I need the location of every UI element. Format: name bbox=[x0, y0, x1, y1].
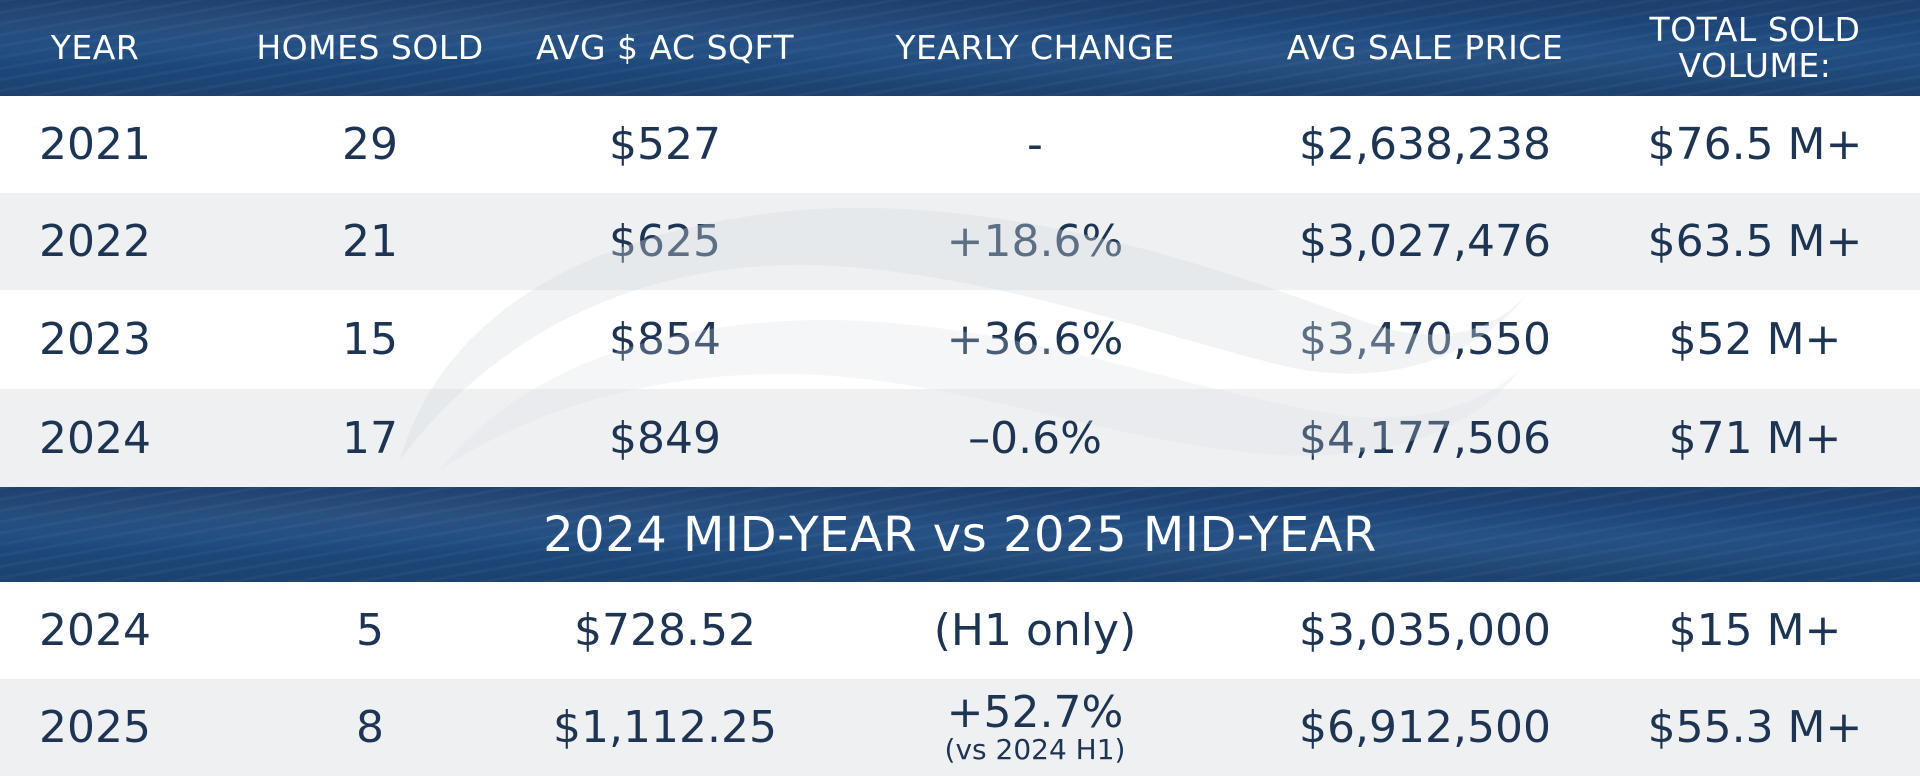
cell-homes-sold: 8 bbox=[356, 702, 384, 753]
cell-avg-sale-price: $3,470,550 bbox=[1299, 314, 1551, 365]
table-row: 2021 29 $527 - $2,638,238 $76.5 M+ bbox=[0, 96, 1920, 193]
cell-yearly-change: –0.6% bbox=[968, 412, 1102, 464]
table-row: 2025 8 $1,112.25 +52.7% (vs 2024 H1) $6,… bbox=[0, 679, 1920, 776]
cell-yearly-change: - bbox=[1027, 119, 1043, 170]
cell-avg-sqft: $849 bbox=[609, 412, 721, 464]
cell-avg-sqft: $527 bbox=[609, 119, 721, 170]
cell-yearly-change: +36.6% bbox=[946, 314, 1124, 365]
header-homes-sold: HOMES SOLD bbox=[256, 28, 484, 67]
cell-total-volume: $55.3 M+ bbox=[1647, 702, 1863, 753]
table-header: YEAR HOMES SOLD AVG $ AC SQFT YEARLY CHA… bbox=[0, 0, 1920, 96]
cell-year: 2023 bbox=[39, 314, 151, 365]
cell-homes-sold: 29 bbox=[342, 119, 398, 170]
cell-year: 2025 bbox=[39, 702, 151, 753]
header-year: YEAR bbox=[50, 28, 140, 67]
header-avg-sale-price: AVG SALE PRICE bbox=[1286, 28, 1564, 67]
header-total-sold-volume-line2: VOLUME: bbox=[1678, 46, 1832, 85]
header-total-sold-volume: TOTAL SOLD VOLUME: bbox=[1610, 0, 1900, 96]
cell-avg-sale-price: $3,027,476 bbox=[1299, 216, 1551, 267]
cell-avg-sale-price: $3,035,000 bbox=[1299, 605, 1551, 656]
cell-total-volume: $71 M+ bbox=[1668, 412, 1842, 464]
table-row: 2022 21 $625 +18.6% $3,027,476 $63.5 M+ bbox=[0, 193, 1920, 290]
cell-avg-sqft: $854 bbox=[609, 314, 721, 365]
cell-avg-sale-price: $6,912,500 bbox=[1299, 702, 1551, 753]
cell-total-volume: $15 M+ bbox=[1668, 605, 1842, 656]
yearly-change-note: (vs 2024 H1) bbox=[944, 732, 1126, 766]
cell-total-volume: $76.5 M+ bbox=[1647, 119, 1863, 170]
midyear-section-title: 2024 MID-YEAR vs 2025 MID-YEAR bbox=[543, 506, 1377, 563]
cell-year: 2024 bbox=[39, 412, 151, 464]
cell-yearly-change: (H1 only) bbox=[933, 605, 1137, 656]
table-row: 2024 5 $728.52 (H1 only) $3,035,000 $15 … bbox=[0, 582, 1920, 679]
cell-year: 2021 bbox=[39, 119, 151, 170]
cell-total-volume: $63.5 M+ bbox=[1647, 216, 1863, 267]
header-avg-sqft: AVG $ AC SQFT bbox=[535, 28, 795, 67]
cell-avg-sqft: $625 bbox=[609, 216, 721, 267]
cell-homes-sold: 21 bbox=[342, 216, 398, 267]
yearly-change-value: +52.7% bbox=[946, 686, 1124, 738]
table-row: 2023 15 $854 +36.6% $3,470,550 $52 M+ bbox=[0, 290, 1920, 389]
cell-avg-sale-price: $4,177,506 bbox=[1299, 412, 1551, 464]
header-total-sold-volume-line1: TOTAL SOLD bbox=[1649, 10, 1861, 49]
cell-yearly-change: +52.7% (vs 2024 H1) bbox=[860, 679, 1210, 776]
cell-total-volume: $52 M+ bbox=[1668, 314, 1842, 365]
cell-year: 2024 bbox=[39, 605, 151, 656]
cell-avg-sale-price: $2,638,238 bbox=[1299, 119, 1551, 170]
header-yearly-change: YEARLY CHANGE bbox=[895, 28, 1175, 67]
cell-avg-sqft: $1,112.25 bbox=[553, 702, 777, 753]
table-row: 2024 17 $849 –0.6% $4,177,506 $71 M+ bbox=[0, 389, 1920, 487]
cell-homes-sold: 15 bbox=[342, 314, 398, 365]
cell-yearly-change: +18.6% bbox=[946, 216, 1124, 267]
cell-avg-sqft: $728.52 bbox=[574, 605, 756, 656]
midyear-section-band: 2024 MID-YEAR vs 2025 MID-YEAR bbox=[0, 487, 1920, 582]
cell-homes-sold: 17 bbox=[342, 412, 398, 464]
cell-year: 2022 bbox=[39, 216, 151, 267]
cell-homes-sold: 5 bbox=[356, 605, 384, 656]
